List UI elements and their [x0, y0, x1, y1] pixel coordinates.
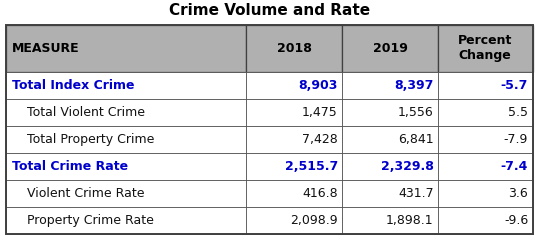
Bar: [6, 153, 246, 180]
Text: MEASURE: MEASURE: [12, 42, 79, 55]
Text: 5.5: 5.5: [508, 106, 528, 119]
Text: 1,556: 1,556: [398, 106, 433, 119]
Bar: [342, 99, 438, 126]
Bar: [342, 153, 438, 180]
Bar: [342, 180, 438, 207]
Text: -7.9: -7.9: [504, 133, 528, 146]
Text: 7,428: 7,428: [302, 133, 338, 146]
Text: 1,475: 1,475: [302, 106, 338, 119]
Bar: [6, 180, 246, 207]
Text: 416.8: 416.8: [302, 187, 338, 200]
Bar: [6, 126, 246, 153]
Bar: [342, 72, 438, 99]
Bar: [342, 126, 438, 153]
Text: Total Crime Rate: Total Crime Rate: [12, 160, 128, 173]
Bar: [438, 72, 533, 99]
Bar: [246, 180, 342, 207]
Bar: [342, 25, 438, 72]
Text: 2,515.7: 2,515.7: [285, 160, 338, 173]
Bar: [6, 207, 246, 234]
Text: 2,329.8: 2,329.8: [381, 160, 433, 173]
Text: Crime Volume and Rate: Crime Volume and Rate: [169, 3, 370, 18]
Bar: [438, 180, 533, 207]
Bar: [6, 72, 246, 99]
Text: 1,898.1: 1,898.1: [386, 214, 433, 227]
Text: Total Violent Crime: Total Violent Crime: [27, 106, 145, 119]
Bar: [438, 25, 533, 72]
Text: 8,397: 8,397: [394, 79, 433, 92]
Bar: [246, 153, 342, 180]
Text: Property Crime Rate: Property Crime Rate: [27, 214, 154, 227]
Text: 2019: 2019: [372, 42, 407, 55]
Text: 431.7: 431.7: [398, 187, 433, 200]
Bar: [246, 126, 342, 153]
Bar: [438, 99, 533, 126]
Bar: [438, 207, 533, 234]
Text: 3.6: 3.6: [508, 187, 528, 200]
Bar: [246, 25, 342, 72]
Text: -5.7: -5.7: [501, 79, 528, 92]
Bar: [438, 153, 533, 180]
Text: Total Property Crime: Total Property Crime: [27, 133, 154, 146]
Bar: [246, 207, 342, 234]
Text: -7.4: -7.4: [501, 160, 528, 173]
Bar: [342, 207, 438, 234]
Text: 2,098.9: 2,098.9: [290, 214, 338, 227]
Text: -9.6: -9.6: [504, 214, 528, 227]
Text: 8,903: 8,903: [299, 79, 338, 92]
Text: Total Index Crime: Total Index Crime: [12, 79, 134, 92]
Bar: [246, 72, 342, 99]
Bar: [246, 99, 342, 126]
Text: 6,841: 6,841: [398, 133, 433, 146]
Text: Violent Crime Rate: Violent Crime Rate: [27, 187, 144, 200]
Text: Percent
Change: Percent Change: [458, 34, 513, 62]
Bar: [6, 99, 246, 126]
Bar: [6, 25, 533, 234]
Bar: [6, 25, 246, 72]
Text: 2018: 2018: [277, 42, 312, 55]
Bar: [438, 126, 533, 153]
